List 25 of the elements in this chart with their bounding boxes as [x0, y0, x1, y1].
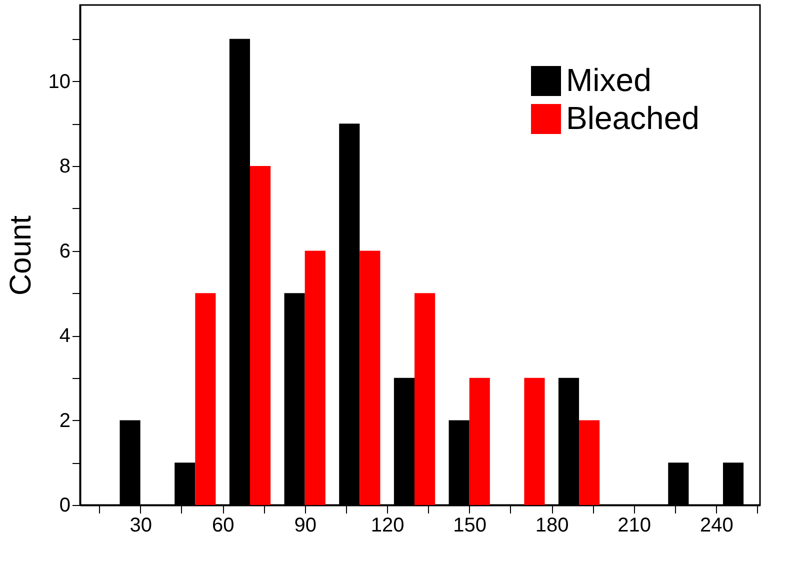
y-tick-label: 8 [59, 156, 70, 178]
bar [414, 293, 436, 505]
bar [579, 420, 600, 505]
x-tick-label: 120 [370, 514, 404, 536]
y-tick-label: 0 [59, 494, 70, 516]
bar [360, 250, 380, 505]
bar [469, 378, 490, 505]
x-tick-label: 150 [453, 514, 487, 536]
x-tick-label: 90 [294, 514, 316, 536]
legend-label: Mixed [566, 62, 652, 98]
y-tick-label: 6 [59, 240, 70, 262]
y-axis-title: Count [4, 214, 38, 296]
y-tick-label: 4 [59, 325, 70, 348]
x-tick-label: 30 [130, 514, 152, 536]
x-tick-label: 210 [618, 514, 652, 536]
y-tick-label: 10 [48, 70, 70, 93]
x-tick-label: 240 [700, 514, 734, 536]
bar [304, 250, 326, 505]
y-tick-label: 2 [59, 410, 70, 432]
x-tick-label: 60 [212, 514, 234, 536]
bar [195, 293, 216, 505]
bar [524, 378, 545, 505]
legend-label: Bleached [566, 100, 700, 136]
x-tick-label: 180 [535, 514, 569, 536]
bar [250, 166, 271, 505]
